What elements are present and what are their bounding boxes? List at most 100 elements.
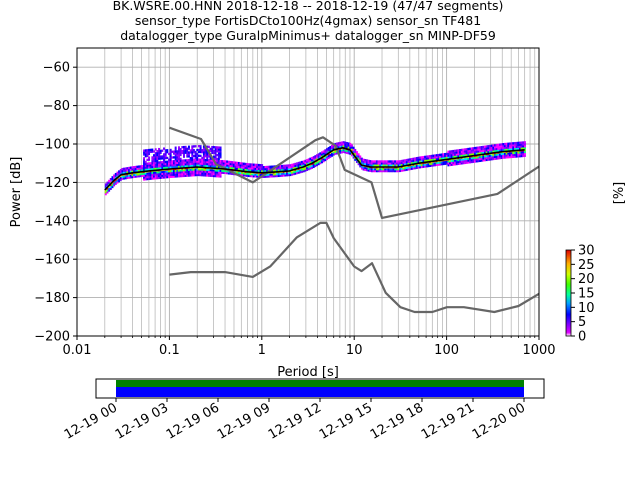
- heatmap-cell: [503, 148, 506, 151]
- heatmap-cell: [349, 146, 352, 150]
- heatmap-cell: [424, 163, 427, 166]
- heatmap-cell: [505, 146, 508, 149]
- colorbar-tick-label: 15: [578, 287, 595, 302]
- heatmap-cell: [450, 153, 453, 157]
- heatmap-cell: [123, 177, 126, 180]
- heatmap-cell: [138, 169, 141, 172]
- heatmap-cell: [309, 161, 312, 164]
- heatmap-cell: [179, 157, 182, 161]
- heatmap-cell: [517, 145, 520, 148]
- heatmap-cell: [503, 146, 506, 150]
- heatmap-cell: [252, 175, 255, 178]
- heatmap-cell: [151, 150, 154, 153]
- heatmap-cell: [266, 165, 269, 169]
- heatmap-cell: [485, 154, 488, 158]
- heatmap-cell: [306, 162, 309, 166]
- heatmap-cell: [326, 157, 328, 161]
- heatmap-cell: [197, 169, 200, 173]
- heatmap-cell: [164, 151, 167, 154]
- heatmap-cell: [197, 173, 200, 177]
- heatmap-cell: [237, 161, 240, 165]
- heatmap-cell: [457, 149, 460, 152]
- heatmap-cell: [434, 163, 437, 167]
- heatmap-cell: [186, 170, 189, 173]
- heatmap-cell: [177, 163, 180, 166]
- heatmap-cell: [379, 164, 382, 167]
- heatmap-cell: [355, 151, 358, 154]
- heatmap-cell: [417, 158, 420, 161]
- heatmap-cell: [159, 176, 162, 179]
- heatmap-cell: [221, 163, 224, 167]
- heatmap-cell: [128, 176, 131, 179]
- heatmap-cell: [477, 157, 480, 161]
- heatmap-cell: [163, 172, 165, 175]
- heatmap-cell: [377, 160, 380, 163]
- timeline-tick-label: 12-20 00: [470, 400, 528, 442]
- heatmap-cell: [111, 183, 114, 187]
- heatmap-cell: [492, 146, 495, 149]
- heatmap-cell: [427, 159, 430, 162]
- heatmap-cell: [269, 167, 272, 170]
- heatmap-cell: [334, 152, 337, 155]
- heatmap-cell: [276, 174, 279, 178]
- heatmap-cell: [158, 151, 161, 155]
- heatmap-cell: [317, 153, 320, 156]
- heatmap-cell: [479, 159, 481, 163]
- heatmap-cell: [292, 167, 295, 170]
- heatmap-cell: [362, 166, 365, 169]
- heatmap-cell: [249, 174, 252, 178]
- heatmap-cell: [247, 167, 250, 170]
- heatmap-cell: [289, 164, 292, 167]
- heatmap-cell: [166, 174, 169, 177]
- heatmap-cell: [281, 166, 284, 170]
- heatmap-cell: [261, 166, 264, 169]
- heatmap-cell: [399, 162, 402, 165]
- heatmap-cell: [134, 175, 137, 178]
- heatmap-cell: [474, 152, 477, 156]
- heatmap-cell: [211, 145, 214, 149]
- heatmap-cell: [261, 169, 264, 173]
- heatmap-cell: [475, 160, 478, 163]
- heatmap-cell: [449, 163, 452, 167]
- heatmap-cell: [217, 169, 220, 172]
- heatmap-cell: [151, 163, 154, 167]
- heatmap-cell: [154, 177, 157, 180]
- heatmap-cell: [364, 160, 367, 164]
- heatmap-cell: [512, 155, 515, 158]
- y-tick-label: −200: [34, 330, 70, 345]
- heatmap-cell: [177, 159, 180, 163]
- heatmap-cell: [399, 163, 402, 167]
- heatmap-cell: [184, 161, 187, 164]
- heatmap-cell: [141, 165, 144, 168]
- heatmap-cell: [327, 147, 330, 150]
- heatmap-cell: [377, 168, 380, 171]
- heatmap-cell: [187, 162, 190, 166]
- heatmap-cell: [249, 165, 252, 168]
- heatmap-cell: [440, 155, 443, 158]
- heatmap-cell: [206, 145, 209, 148]
- heatmap-cell: [484, 149, 486, 152]
- y-tick-label: −120: [34, 176, 70, 191]
- heatmap-cell: [452, 151, 455, 155]
- colorbar-tick-label: 10: [578, 301, 595, 316]
- heatmap-cell: [211, 165, 214, 168]
- heatmap-cell: [292, 172, 295, 176]
- heatmap-cell: [114, 172, 117, 176]
- heatmap-cell: [182, 151, 185, 155]
- heatmap-cell: [289, 166, 292, 169]
- heatmap-cell: [297, 161, 300, 165]
- heatmap-cell: [484, 155, 486, 158]
- heatmap-cell: [123, 171, 126, 174]
- heatmap-cell: [262, 175, 265, 178]
- heatmap-cell: [352, 146, 355, 149]
- heatmap-cell: [264, 165, 267, 169]
- heatmap-cell: [292, 165, 295, 168]
- heatmap-cell: [191, 147, 194, 150]
- heatmap-cell: [365, 159, 368, 162]
- heatmap-cell: [192, 168, 195, 171]
- heatmap-cell: [177, 153, 180, 157]
- heatmap-cell: [447, 160, 450, 163]
- heatmap-cell: [166, 149, 169, 152]
- heatmap-cell: [332, 151, 335, 154]
- heatmap-cell: [229, 172, 232, 175]
